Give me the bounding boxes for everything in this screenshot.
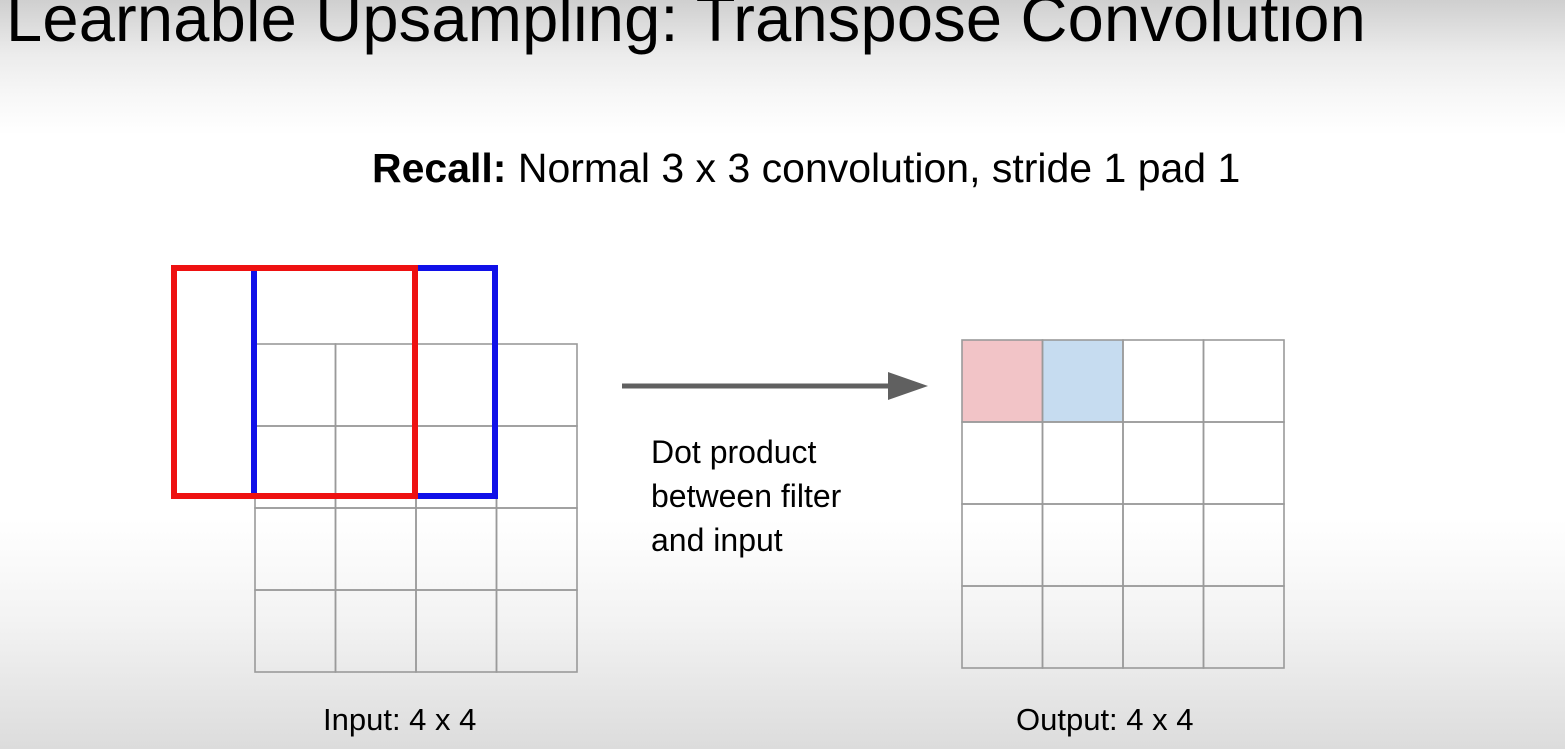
subtitle-recall-label: Recall: bbox=[372, 145, 507, 191]
output-grid-cell bbox=[1202, 421, 1285, 505]
input-grid-cell bbox=[334, 507, 417, 591]
input-grid-cell bbox=[495, 589, 578, 673]
output-grid-cell bbox=[1041, 421, 1124, 505]
output-grid-cell bbox=[1041, 503, 1124, 587]
note-line: Dot product bbox=[651, 434, 817, 470]
input-grid-cell bbox=[334, 589, 417, 673]
input-caption: Input: 4 x 4 bbox=[323, 702, 477, 737]
output-grid-cell bbox=[1041, 585, 1124, 669]
input-grid-cell bbox=[495, 507, 578, 591]
input-grid-cell bbox=[495, 343, 578, 427]
output-grid bbox=[961, 339, 1285, 669]
output-highlight-cell bbox=[962, 340, 1043, 422]
output-grid-cell bbox=[961, 503, 1044, 587]
output-highlight-cell bbox=[1042, 340, 1123, 422]
dot-product-note: Dot product between filter and input bbox=[651, 430, 841, 562]
subtitle: Recall: Normal 3 x 3 convolution, stride… bbox=[372, 148, 1240, 189]
input-grid-cell bbox=[415, 507, 498, 591]
output-grid-cell bbox=[1202, 503, 1285, 587]
note-line: between filter bbox=[651, 478, 842, 514]
input-grid-cell bbox=[415, 343, 498, 427]
output-grid-cell bbox=[961, 421, 1044, 505]
input-grid-cell bbox=[254, 343, 337, 427]
input-grid-cell bbox=[334, 343, 417, 427]
first-filter-position bbox=[171, 265, 418, 499]
output-grid-cell bbox=[961, 585, 1044, 669]
second-filter-position bbox=[251, 265, 498, 499]
input-grid-cell bbox=[254, 507, 337, 591]
subtitle-text: Normal 3 x 3 convolution, stride 1 pad 1 bbox=[506, 145, 1241, 191]
output-caption: Output: 4 x 4 bbox=[1016, 702, 1194, 737]
output-grid-cell bbox=[1202, 585, 1285, 669]
input-grid-cell bbox=[495, 425, 578, 509]
output-grid-cell bbox=[1122, 339, 1205, 423]
output-grid-cell bbox=[1122, 421, 1205, 505]
right-arrow-icon bbox=[622, 372, 928, 400]
input-grid-cell bbox=[254, 589, 337, 673]
input-grid-cell bbox=[415, 589, 498, 673]
output-grid-cell bbox=[1122, 503, 1205, 587]
note-line: and input bbox=[651, 522, 783, 558]
output-grid-cell bbox=[1122, 585, 1205, 669]
slide-title: Learnable Upsampling: Transpose Convolut… bbox=[6, 0, 1366, 55]
output-grid-cell bbox=[1202, 339, 1285, 423]
output-highlights bbox=[962, 340, 1123, 422]
